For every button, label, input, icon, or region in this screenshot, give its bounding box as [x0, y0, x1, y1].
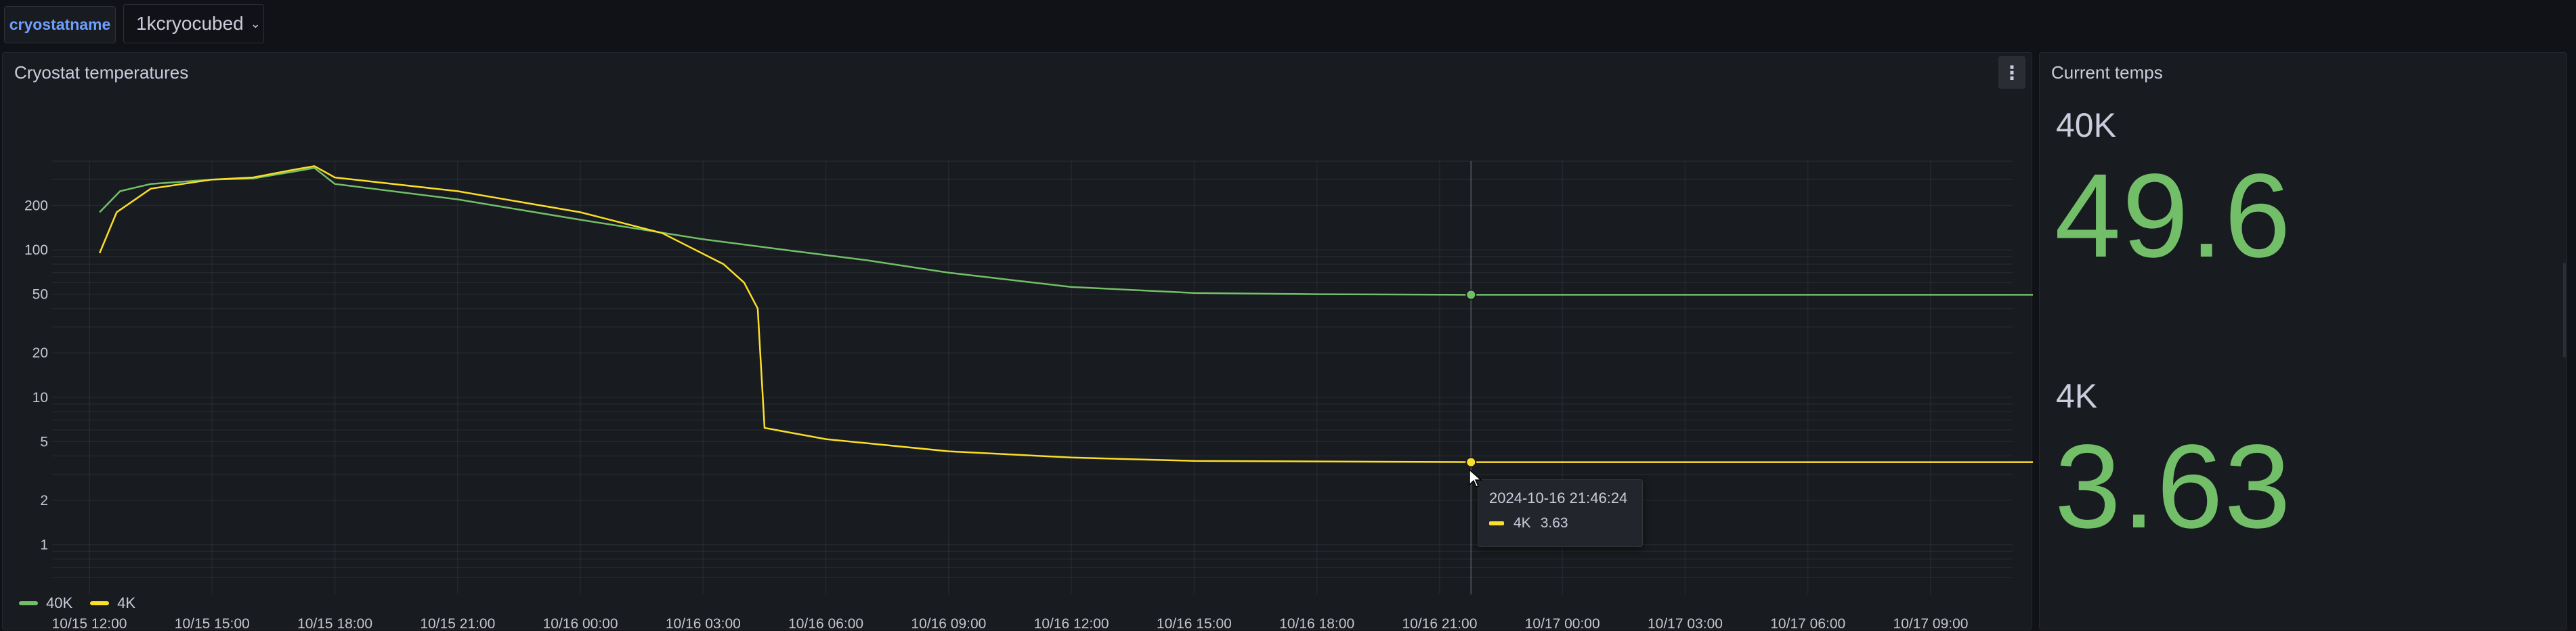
y-tick-label: 10: [33, 390, 48, 406]
x-tick-label: 10/16 09:00: [911, 616, 986, 631]
y-tick-label: 200: [24, 198, 48, 214]
stat-label-40k: 40K: [2056, 106, 2116, 144]
tooltip-value: 3.63: [1540, 515, 1568, 531]
legend-item-4k[interactable]: 4K: [90, 594, 135, 612]
x-tick-label: 10/17 09:00: [1893, 616, 1969, 631]
y-tick-label: 2: [40, 493, 48, 508]
legend-swatch: [90, 601, 110, 605]
chart-legend: 40K 4K: [19, 594, 135, 612]
y-tick-label: 1: [40, 537, 48, 552]
y-tick-label: 20: [33, 345, 48, 361]
current-temps-panel: Current temps 40K 49.6 4K 3.63: [2039, 52, 2567, 630]
variable-select[interactable]: 1kcryocubed ⌄: [123, 4, 264, 43]
variable-label: cryostatname: [4, 6, 116, 43]
chevron-down-icon: ⌄: [250, 16, 261, 30]
x-tick-label: 10/15 12:00: [52, 616, 127, 631]
x-tick-label: 10/15 21:00: [420, 616, 495, 631]
tooltip-swatch: [1489, 521, 1504, 525]
y-tick-label: 5: [40, 434, 48, 450]
legend-label: 4K: [117, 594, 136, 611]
y-tick-label: 100: [24, 242, 48, 258]
x-tick-label: 10/16 03:00: [666, 616, 741, 631]
hover-point-40k: [1465, 289, 1477, 301]
x-tick-label: 10/15 18:00: [297, 616, 372, 631]
legend-item-40k[interactable]: 40K: [19, 594, 72, 612]
series-line-40k: [99, 167, 2033, 296]
x-tick-label: 10/17 03:00: [1648, 616, 1723, 631]
variable-select-value: 1kcryocubed: [136, 13, 244, 34]
x-tick-label: 10/15 15:00: [175, 616, 250, 631]
tooltip-series: 4K: [1514, 515, 1531, 531]
legend-label: 40K: [46, 594, 73, 611]
legend-swatch: [19, 601, 38, 605]
variables-bar: cryostatname 1kcryocubed ⌄: [0, 0, 2576, 50]
x-tick-label: 10/17 00:00: [1525, 616, 1600, 631]
x-tick-label: 10/16 18:00: [1279, 616, 1354, 631]
scrollbar[interactable]: [2563, 263, 2566, 357]
x-tick-label: 10/17 06:00: [1770, 616, 1845, 631]
stat-label-4k: 4K: [2056, 377, 2098, 415]
x-tick-label: 10/16 00:00: [543, 616, 618, 631]
tooltip-time: 2024-10-16 21:46:24: [1489, 489, 1628, 506]
panel-title: Cryostat temperatures: [14, 62, 189, 83]
stat-value-40k: 49.6: [2055, 150, 2292, 282]
x-tick-label: 10/16 21:00: [1402, 616, 1477, 631]
kebab-menu-icon[interactable]: ⋮: [1998, 56, 2025, 89]
series-line-4k: [98, 165, 2033, 463]
y-tick-label: 50: [33, 287, 48, 303]
panel-title: Current temps: [2051, 62, 2163, 83]
stat-value-4k: 3.63: [2055, 420, 2292, 553]
x-tick-label: 10/16 06:00: [788, 616, 863, 631]
x-tick-label: 10/16 15:00: [1157, 616, 1232, 631]
chart-tooltip: 2024-10-16 21:46:24 4K 3.63: [1478, 479, 1643, 547]
temperatures-panel: Cryostat temperatures ⋮ 10/15 12:00 10/15…: [2, 52, 2033, 631]
tooltip-row: 4K 3.63: [1489, 515, 1631, 531]
hover-point-4k: [1465, 456, 1477, 468]
mouse-pointer-icon: [1469, 469, 1482, 487]
temperature-chart[interactable]: 10/15 12:00 10/15 15:00 10/15 18:00 10/15 2…: [3, 53, 2033, 631]
x-tick-label: 10/16 12:00: [1034, 616, 1109, 631]
